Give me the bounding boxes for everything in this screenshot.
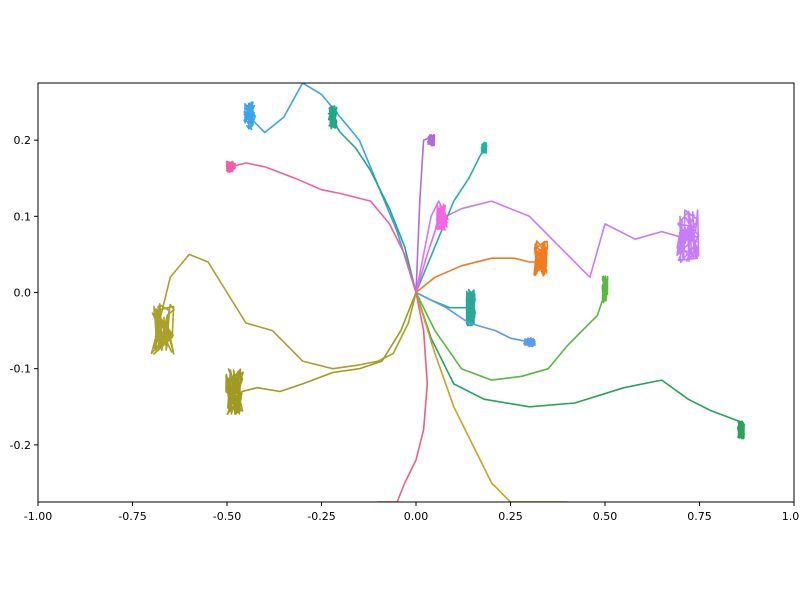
- x-tick-label: -1.00: [24, 510, 52, 523]
- y-tick-label: 0.0: [14, 287, 32, 300]
- x-tick-label: -0.75: [118, 510, 146, 523]
- series-line-6: [415, 203, 449, 294]
- x-tick-label: 1.00: [782, 510, 800, 523]
- x-tick-label: -0.25: [307, 510, 335, 523]
- series-line-2: [225, 160, 417, 294]
- series-line-13: [377, 291, 429, 502]
- series-line-7: [415, 240, 549, 294]
- series-line-15: [225, 291, 417, 416]
- x-tick-label: 0.25: [498, 510, 523, 523]
- series-line-5: [415, 141, 488, 294]
- y-tick-label: -0.1: [10, 363, 31, 376]
- series-line-12: [415, 291, 568, 502]
- series-line-10: [415, 288, 476, 327]
- series-line-3: [415, 200, 700, 294]
- series-line-11: [415, 291, 536, 348]
- series-line-1: [327, 105, 417, 294]
- series-line-8: [415, 275, 609, 381]
- y-tick-label: 0.2: [14, 134, 32, 147]
- x-tick-label: 0.75: [687, 510, 712, 523]
- y-tick-label: 0.1: [14, 210, 32, 223]
- series-line-14: [150, 253, 417, 370]
- y-tick-label: -0.2: [10, 439, 31, 452]
- x-tick-label: 0.00: [404, 510, 429, 523]
- y-axis: -0.2 -0.1 0.0 0.1 0.2: [10, 134, 38, 452]
- series-line-9: [415, 291, 745, 440]
- series-line-0: [243, 83, 417, 294]
- series-layer: [150, 83, 745, 502]
- x-axis: -1.00 -0.75 -0.50 -0.25 0.00 0.25 0.50 0.75 1.00: [24, 502, 800, 523]
- x-tick-label: -0.50: [213, 510, 241, 523]
- x-tick-label: 0.50: [593, 510, 618, 523]
- series-line-4: [415, 133, 436, 294]
